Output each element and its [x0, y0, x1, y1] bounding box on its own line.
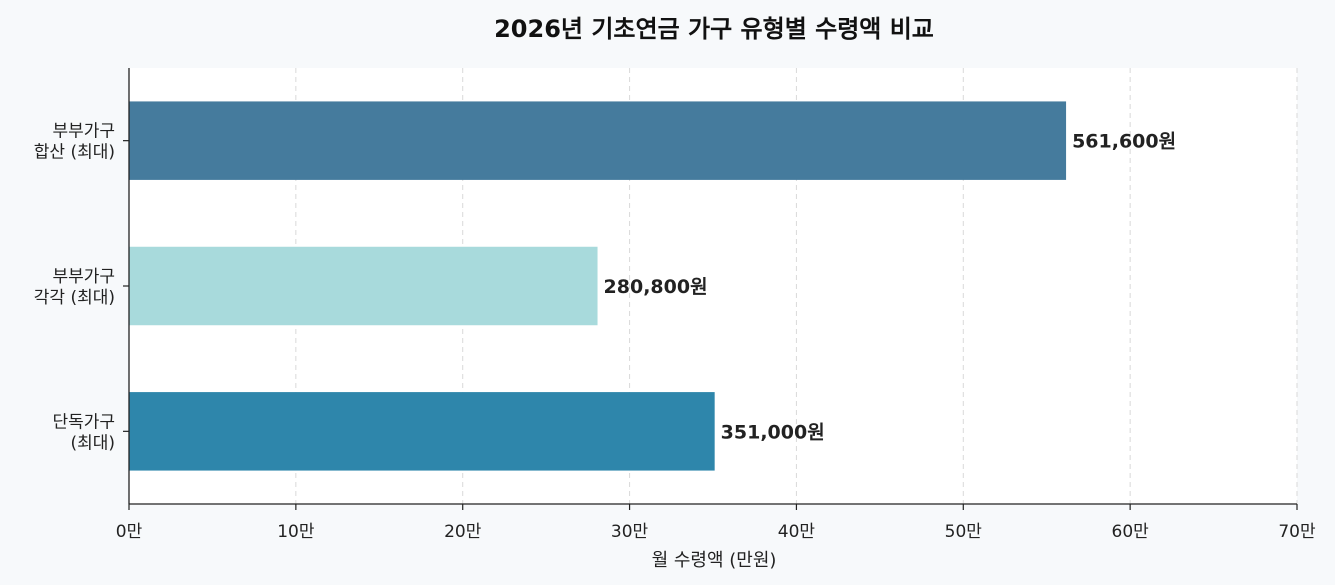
chart-title: 2026년 기초연금 가구 유형별 수령액 비교: [494, 15, 934, 43]
bars: 561,600원 280,800원 351,000원: [129, 101, 1176, 471]
y-tick-label-line: (최대): [70, 433, 115, 453]
x-tick-label: 40만: [778, 522, 816, 542]
y-tick-label: 부부가구 각각 (최대): [34, 267, 115, 308]
y-tick-label-line: 각각 (최대): [34, 288, 115, 308]
x-tick-label: 60만: [1112, 522, 1150, 542]
y-tick-label: 단독가구 (최대): [52, 412, 115, 453]
y-tick-label-line: 부부가구: [52, 267, 115, 287]
bar: [129, 392, 715, 471]
x-axis-label: 월 수령액 (만원): [652, 550, 777, 571]
data-label: 280,800원: [604, 276, 708, 298]
y-tick-label-line: 단독가구: [52, 412, 115, 432]
bar: [129, 246, 598, 326]
x-tick-label: 70만: [1278, 522, 1316, 542]
x-tick-label: 0만: [116, 522, 143, 542]
data-label: 561,600원: [1072, 131, 1176, 153]
bar: [129, 101, 1067, 180]
y-tick-label: 부부가구 합산 (최대): [34, 122, 115, 163]
x-tick-label: 30만: [611, 522, 649, 542]
y-tick-label-line: 합산 (최대): [34, 143, 115, 163]
x-tick-label: 20만: [444, 522, 482, 542]
data-label: 351,000원: [721, 421, 825, 443]
x-tick-label: 10만: [277, 522, 315, 542]
y-tick-label-line: 부부가구: [52, 122, 115, 142]
x-tick-label: 50만: [945, 522, 983, 542]
